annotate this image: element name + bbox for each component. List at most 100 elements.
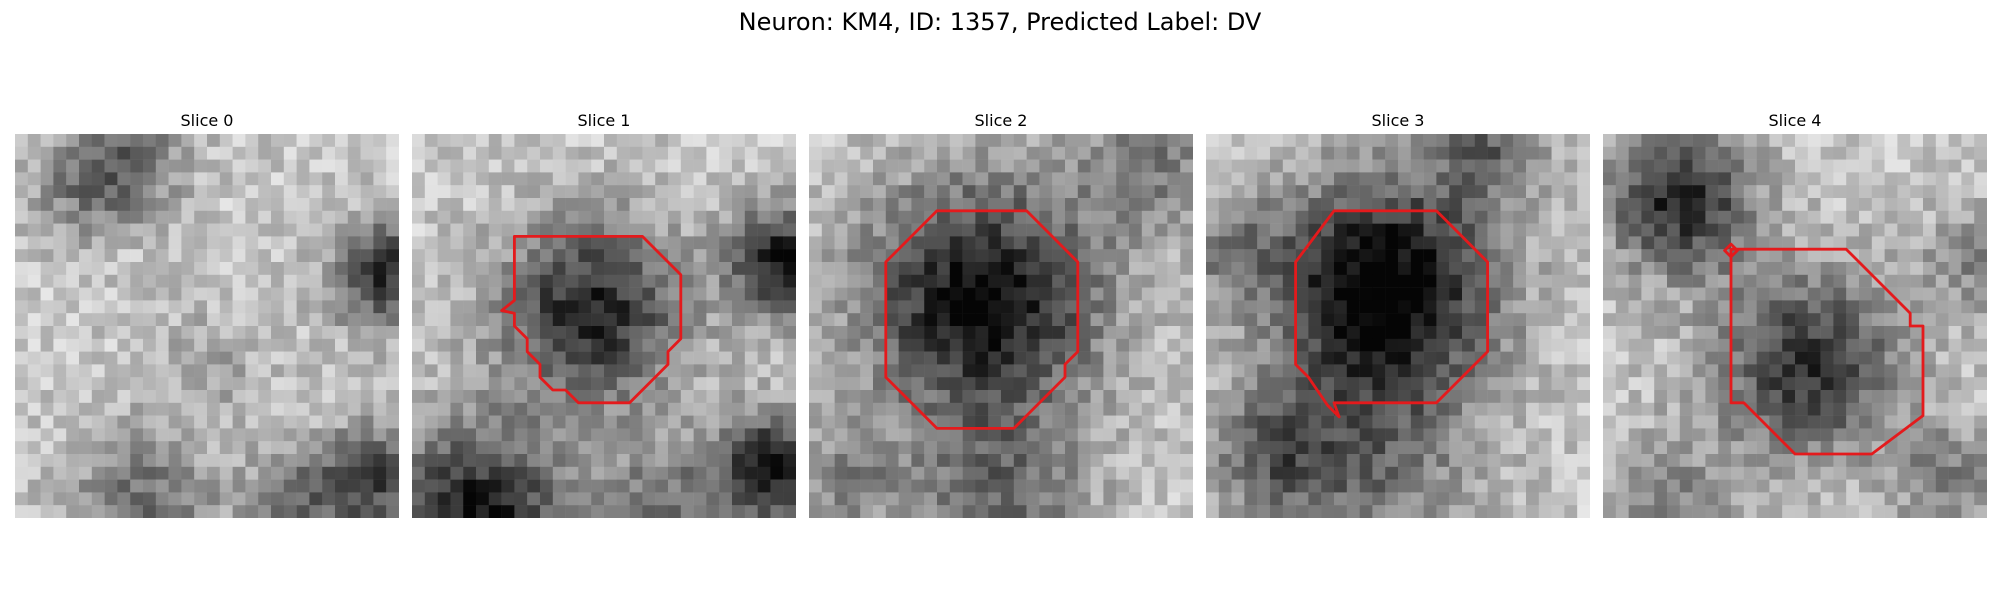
image-pixel: [437, 402, 451, 416]
image-pixel: [1462, 326, 1476, 340]
image-pixel: [1820, 402, 1834, 416]
image-pixel: [732, 364, 746, 378]
image-pixel: [232, 300, 246, 314]
image-pixel: [1295, 313, 1309, 327]
image-pixel: [104, 454, 118, 468]
image-pixel: [117, 479, 131, 493]
image-pixel: [1321, 479, 1335, 493]
image-pixel: [885, 466, 899, 480]
image-pixel: [1654, 492, 1668, 506]
image-pixel: [488, 210, 502, 224]
image-pixel: [847, 402, 861, 416]
image-pixel: [1039, 364, 1053, 378]
image-pixel: [1487, 262, 1501, 276]
image-pixel: [552, 223, 566, 237]
image-pixel: [1244, 505, 1258, 518]
image-pixel: [1206, 505, 1220, 518]
image-pixel: [949, 300, 963, 314]
image-pixel: [1615, 364, 1629, 378]
image-pixel: [1679, 198, 1693, 212]
image-pixel: [898, 364, 912, 378]
image-pixel: [296, 300, 310, 314]
image-pixel: [1359, 236, 1373, 250]
image-pixel: [1346, 454, 1360, 468]
image-pixel: [1141, 249, 1155, 263]
image-pixel: [283, 223, 297, 237]
image-pixel: [1129, 287, 1143, 301]
image-pixel: [463, 274, 477, 288]
image-pixel: [1321, 351, 1335, 365]
image-pixel: [1282, 249, 1296, 263]
image-pixel: [168, 377, 182, 391]
image-pixel: [1372, 210, 1386, 224]
image-pixel: [117, 351, 131, 365]
image-pixel: [1474, 313, 1488, 327]
image-pixel: [847, 466, 861, 480]
image-pixel: [1026, 159, 1040, 173]
image-pixel: [424, 274, 438, 288]
image-pixel: [1436, 159, 1450, 173]
image-pixel: [79, 249, 93, 263]
image-pixel: [1141, 185, 1155, 199]
image-pixel: [1141, 402, 1155, 416]
image-pixel: [219, 479, 233, 493]
image-pixel: [1500, 466, 1514, 480]
image-pixel: [373, 198, 387, 212]
image-pixel: [283, 377, 297, 391]
image-pixel: [168, 185, 182, 199]
image-pixel: [40, 441, 54, 455]
image-pixel: [1500, 159, 1514, 173]
image-pixel: [642, 223, 656, 237]
image-pixel: [386, 210, 399, 224]
image-pixel: [424, 479, 438, 493]
image-pixel: [591, 287, 605, 301]
image-pixel: [1500, 172, 1514, 186]
image-pixel: [1052, 274, 1066, 288]
image-pixel: [1346, 313, 1360, 327]
image-pixel: [1077, 210, 1091, 224]
image-pixel: [1346, 364, 1360, 378]
image-pixel: [1282, 466, 1296, 480]
image-pixel: [1807, 159, 1821, 173]
image-pixel: [1449, 326, 1463, 340]
image-pixel: [335, 300, 349, 314]
image-pixel: [1897, 466, 1911, 480]
image-pixel: [911, 274, 925, 288]
image-pixel: [540, 441, 554, 455]
image-pixel: [1013, 466, 1027, 480]
image-pixel: [1346, 223, 1360, 237]
image-pixel: [1077, 364, 1091, 378]
image-pixel: [347, 466, 361, 480]
image-pixel: [860, 172, 874, 186]
image-pixel: [1218, 249, 1232, 263]
image-pixel: [1077, 415, 1091, 429]
image-pixel: [1820, 326, 1834, 340]
image-pixel: [91, 223, 105, 237]
image-pixel: [40, 146, 54, 160]
image-pixel: [693, 159, 707, 173]
image-pixel: [1538, 377, 1552, 391]
image-pixel: [834, 159, 848, 173]
image-pixel: [1270, 198, 1284, 212]
image-pixel: [1308, 428, 1322, 442]
image-pixel: [1641, 479, 1655, 493]
image-pixel: [770, 287, 784, 301]
image-pixel: [744, 287, 758, 301]
image-pixel: [1346, 326, 1360, 340]
image-pixel: [1359, 402, 1373, 416]
image-pixel: [591, 351, 605, 365]
image-pixel: [1449, 415, 1463, 429]
image-pixel: [1859, 428, 1873, 442]
image-pixel: [1423, 223, 1437, 237]
image-pixel: [821, 249, 835, 263]
image-pixel: [1513, 441, 1527, 455]
image-pixel: [1090, 466, 1104, 480]
image-pixel: [1218, 287, 1232, 301]
image-pixel: [783, 159, 796, 173]
image-pixel: [578, 390, 592, 404]
image-pixel: [565, 134, 579, 148]
panel-slice-4: Slice 4: [1603, 110, 1987, 518]
image-pixel: [143, 262, 157, 276]
image-pixel: [988, 415, 1002, 429]
image-pixel: [450, 364, 464, 378]
